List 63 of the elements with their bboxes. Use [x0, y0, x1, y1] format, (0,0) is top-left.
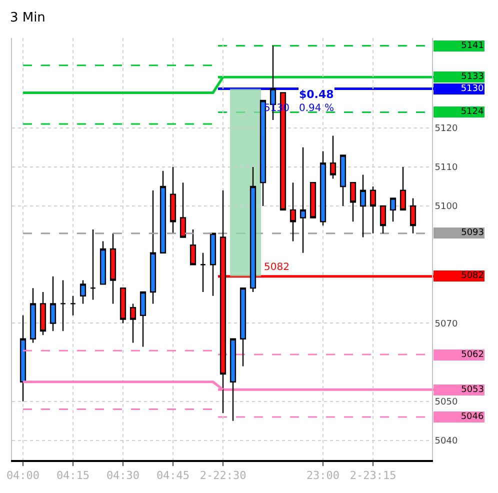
candlestick	[150, 190, 156, 304]
y-tick-label: 5050	[434, 398, 458, 408]
candlestick	[180, 182, 186, 238]
ref-line-label: 5124	[460, 107, 484, 117]
candlestick	[170, 166, 176, 234]
chart-title: 3 Min	[10, 10, 46, 26]
annotation: 0.94 %	[299, 103, 334, 114]
candlestick	[210, 232, 216, 296]
y-tick-label: 5100	[434, 202, 458, 212]
x-tick-label: 2-22:30	[200, 469, 246, 482]
candlestick	[400, 166, 406, 211]
candlestick	[310, 182, 316, 218]
y-tick-label: 5070	[434, 319, 458, 330]
candlestick	[120, 287, 126, 324]
candlestick	[290, 182, 296, 242]
candlestick	[340, 154, 346, 207]
x-tick-label: 23:00	[306, 469, 340, 482]
candlestick	[240, 287, 246, 367]
candlestick	[50, 276, 56, 332]
annotation: $0.48	[299, 88, 334, 101]
candlestick	[330, 135, 336, 180]
candlestick	[100, 240, 106, 285]
ref-line-label: 5082	[461, 271, 484, 281]
candlestick	[80, 280, 86, 304]
ref-line-label: 5141	[461, 41, 484, 51]
candlestick	[230, 338, 236, 422]
candlestick	[360, 174, 366, 238]
candlestick	[160, 170, 166, 254]
candlestick	[30, 287, 36, 344]
x-tick-label: 04:45	[156, 469, 190, 482]
candlestick	[130, 303, 136, 344]
ref-line-label: 5093	[461, 228, 484, 238]
candlestick	[60, 280, 66, 332]
candlestick	[40, 291, 46, 336]
ref-line-label: 5053	[461, 385, 484, 395]
ref-line-label: 5133	[461, 72, 484, 82]
candlestick	[410, 198, 416, 234]
ref-line-label: 5130	[460, 84, 484, 94]
candlestick	[260, 100, 266, 207]
candlestick	[90, 228, 96, 300]
ref-line-label: 5046	[460, 412, 484, 422]
candlestick	[140, 291, 146, 348]
ref-line-label: 5062	[461, 350, 484, 360]
x-tick-label: 04:30	[106, 469, 140, 482]
y-tick-label: 5110	[434, 163, 458, 174]
x-tick-label: 04:00	[6, 469, 40, 482]
candlestick	[380, 205, 386, 234]
candlestick	[250, 166, 256, 293]
y-tick-label: 5120	[434, 124, 458, 134]
candlestick	[300, 146, 306, 254]
candlestick	[20, 314, 26, 402]
candlestick	[190, 228, 196, 266]
x-tick-label: 2-23:15	[350, 469, 396, 482]
candlestick	[350, 182, 356, 222]
candlestick	[370, 186, 376, 234]
candlestick	[110, 232, 116, 304]
annotation: 5082	[264, 262, 290, 273]
candlestick	[390, 198, 396, 222]
candlestick	[70, 295, 76, 316]
candlestick	[200, 252, 206, 293]
x-tick-label: 04:15	[56, 469, 90, 482]
candlestick	[320, 150, 326, 226]
y-tick-label: 5040	[434, 436, 458, 447]
